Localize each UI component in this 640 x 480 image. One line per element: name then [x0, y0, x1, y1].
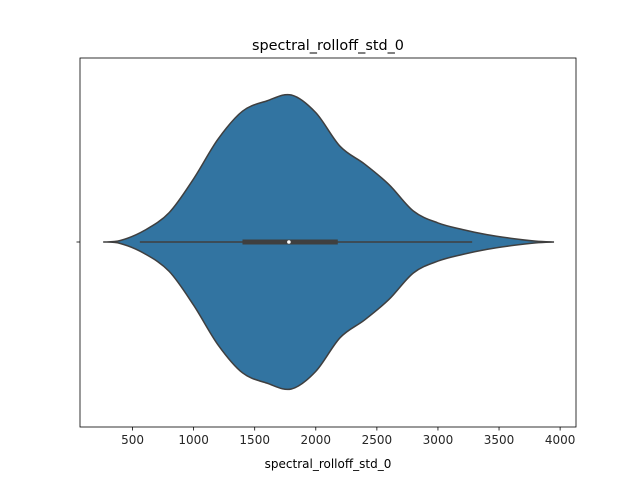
x-axis-ticks: 500 1000 1500 2000 2500 3000 3500 4000	[121, 427, 575, 447]
x-tick-label: 1500	[239, 433, 270, 447]
median-marker	[287, 240, 291, 244]
x-tick-label: 3500	[484, 433, 515, 447]
x-tick-label: 2000	[301, 433, 332, 447]
x-tick-label: 1000	[178, 433, 209, 447]
x-tick-label: 4000	[545, 433, 576, 447]
x-tick-label: 3000	[423, 433, 454, 447]
x-tick-label: 500	[121, 433, 144, 447]
plot-area	[103, 93, 555, 391]
x-tick-label: 2500	[362, 433, 393, 447]
axes-frame	[79, 57, 577, 428]
chart-title: spectral_rolloff_std_0	[252, 38, 404, 54]
x-axis-label: spectral_rolloff_std_0	[265, 457, 392, 471]
